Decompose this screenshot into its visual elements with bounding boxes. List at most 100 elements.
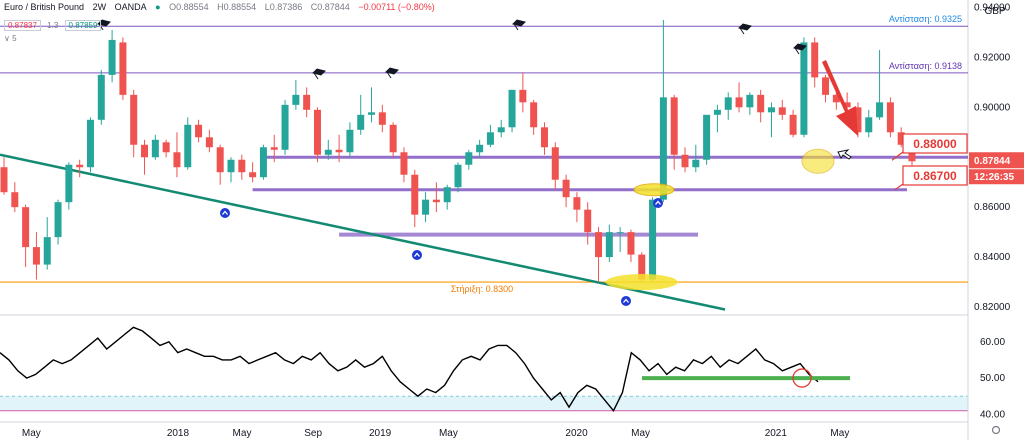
ohlc-close: C0.87844 bbox=[310, 2, 350, 12]
candle-body bbox=[22, 207, 30, 248]
countdown-label: 12:26:35 bbox=[974, 172, 1014, 183]
candle-body bbox=[476, 144, 484, 153]
candle-body bbox=[713, 109, 721, 115]
candle-body bbox=[205, 137, 213, 148]
candle-body bbox=[454, 164, 462, 188]
resistance-label-1: Αντίσταση: 0.9325 bbox=[889, 14, 962, 24]
current-highlight bbox=[801, 148, 835, 174]
interval-label[interactable]: 2W bbox=[92, 2, 107, 12]
chevron-up-icon bbox=[222, 210, 228, 215]
currency-label: GBP bbox=[984, 6, 1005, 17]
symbol-name[interactable]: Euro / British Pound bbox=[4, 2, 85, 12]
oscillator-tick-label: 50.00 bbox=[980, 373, 1005, 384]
indicator-count: 5 bbox=[12, 34, 17, 43]
price-tick-label: 0.82000 bbox=[974, 302, 1011, 313]
candle-body bbox=[443, 187, 451, 203]
candle-body bbox=[865, 117, 873, 133]
cursor-icon bbox=[837, 149, 852, 160]
candle-body bbox=[519, 89, 527, 103]
support-label: Στήριξη: 0.8300 bbox=[451, 284, 513, 294]
level-connector-1 bbox=[891, 151, 904, 161]
time-axis-label: 2020 bbox=[565, 428, 588, 439]
time-axis-label: May bbox=[233, 428, 252, 439]
candle-body bbox=[238, 159, 246, 173]
candle-body bbox=[540, 127, 548, 148]
time-axis-label: May bbox=[22, 428, 41, 439]
chevron-up-icon bbox=[414, 252, 420, 257]
arrow-up-marker-icon bbox=[621, 296, 631, 306]
candle-body bbox=[151, 139, 159, 158]
candle-body bbox=[259, 147, 267, 178]
time-axis-label: May bbox=[631, 428, 650, 439]
candle-body bbox=[184, 124, 192, 168]
candle-body bbox=[292, 94, 300, 105]
candle-body bbox=[800, 42, 808, 135]
resistance-label-2: Αντίσταση: 0.9138 bbox=[889, 61, 962, 71]
chevron-down-icon: ∨ bbox=[4, 34, 10, 43]
oscillator-tick-label: 40.00 bbox=[980, 409, 1005, 420]
time-axis-label: 2018 bbox=[167, 428, 190, 439]
candle-body bbox=[551, 147, 559, 180]
candle-body bbox=[854, 107, 862, 133]
current-price-badge bbox=[969, 152, 1024, 169]
candle-body bbox=[400, 152, 408, 175]
candle-body bbox=[876, 102, 884, 118]
spread-value: 1.3 bbox=[47, 21, 59, 30]
candle-body bbox=[659, 97, 667, 200]
candle-body bbox=[627, 232, 635, 255]
candle-body bbox=[735, 97, 743, 108]
source-label: OANDA bbox=[114, 2, 147, 12]
candle-body bbox=[724, 97, 732, 110]
trendline bbox=[0, 153, 726, 311]
candle-body bbox=[130, 94, 138, 145]
candle-body bbox=[670, 97, 678, 155]
candle-body bbox=[562, 179, 570, 198]
flag-marker-icon bbox=[738, 23, 752, 35]
candle-body bbox=[767, 107, 775, 113]
candle-body bbox=[119, 42, 127, 95]
candle-body bbox=[703, 114, 711, 160]
candle-body bbox=[789, 114, 797, 135]
candle-body bbox=[778, 107, 786, 115]
oscillator-tick-label: 60.00 bbox=[980, 337, 1005, 348]
candle-body bbox=[108, 39, 116, 75]
candle-body bbox=[335, 149, 343, 153]
candle-body bbox=[303, 94, 311, 110]
candle-body bbox=[32, 247, 40, 265]
candle-body bbox=[11, 192, 19, 208]
time-axis-label: May bbox=[439, 428, 458, 439]
candle-body bbox=[843, 102, 851, 108]
indicator-toggle[interactable]: ∨ 5 bbox=[4, 34, 17, 43]
price-tick-label: 0.86000 bbox=[974, 202, 1011, 213]
candle-body bbox=[281, 104, 289, 150]
candle-body bbox=[486, 132, 494, 145]
ohlc-low: L0.87386 bbox=[264, 2, 303, 12]
candle-body bbox=[411, 174, 419, 215]
candle-body bbox=[681, 154, 689, 168]
candle-body bbox=[65, 164, 73, 203]
time-axis-label: Sep bbox=[304, 428, 322, 439]
candle-body bbox=[605, 232, 613, 258]
candle-body bbox=[86, 119, 94, 168]
candle-body bbox=[616, 232, 624, 234]
price-tick-label: 0.94000 bbox=[974, 2, 1011, 13]
level-box-1-box bbox=[902, 133, 968, 154]
candle-body bbox=[227, 159, 235, 173]
candle-body bbox=[389, 124, 397, 153]
flag-marker-icon bbox=[512, 19, 526, 31]
countdown-badge bbox=[969, 169, 1024, 185]
ohlc-open: O0.88554 bbox=[169, 2, 209, 12]
candle-body bbox=[173, 152, 181, 168]
arrow-up-marker-icon bbox=[653, 198, 663, 208]
candle-body bbox=[811, 42, 819, 78]
oscillator-band bbox=[0, 396, 968, 411]
level-highlight bbox=[633, 183, 675, 197]
bid-price[interactable]: 0.87837 bbox=[4, 20, 41, 31]
time-axis-label: May bbox=[830, 428, 849, 439]
candle-body bbox=[346, 129, 354, 153]
price-tick-label: 0.90000 bbox=[974, 102, 1011, 113]
ask-price[interactable]: 0.87859 bbox=[64, 20, 102, 31]
candle-body bbox=[497, 127, 505, 133]
arrow-up-marker-icon bbox=[220, 208, 230, 218]
